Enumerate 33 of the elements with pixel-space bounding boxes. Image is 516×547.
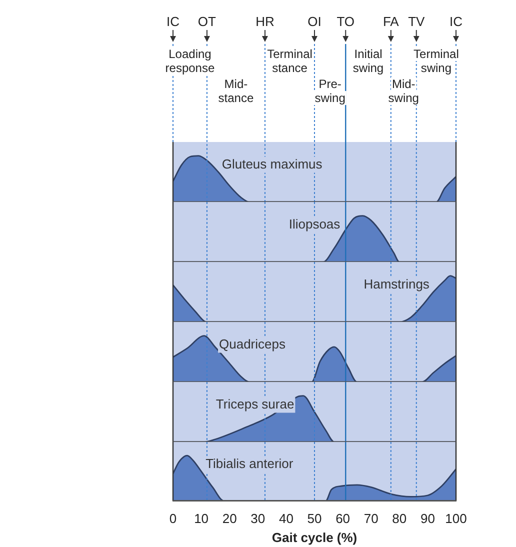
series-label: Tibialis anterior [206, 456, 294, 471]
text: Pre-swing [314, 77, 346, 105]
text: Loading response [165, 47, 215, 75]
ref-line-label: OI [308, 14, 322, 29]
ref-line-label: FA [382, 14, 400, 29]
x-tick-label: 90 [420, 511, 435, 526]
text: Terminal swing [414, 47, 459, 75]
ref-line-label: OT [198, 14, 216, 29]
series-label: Hamstrings [364, 276, 430, 292]
x-tick-label: 0 [169, 511, 177, 526]
x-tick-label: 80 [392, 511, 407, 526]
text: Mid-stance [218, 77, 254, 105]
series-label: Quadriceps [219, 336, 286, 352]
text: Initial swing [352, 47, 384, 75]
series-label: Triceps surae [216, 396, 294, 412]
x-tick-label: 40 [278, 511, 294, 526]
x-tick-label: 30 [250, 511, 266, 526]
x-tick-label: 60 [336, 511, 350, 526]
x-tick-label: 10 [194, 511, 209, 526]
ref-line-label: IC [166, 14, 180, 29]
series-label: Iliopsoas [288, 216, 341, 232]
ref-line-label: IC [450, 14, 462, 29]
x-tick-label: 20 [222, 511, 237, 526]
ref-line-label: TO [336, 14, 355, 29]
x-tick-label: 100 [445, 511, 467, 526]
text: Terminal stance [267, 47, 312, 75]
series-label: Gluteus maximus [222, 156, 323, 172]
text: Mid-swing [388, 77, 419, 105]
ref-line-label: TV [408, 14, 426, 29]
x-axis-title: Gait cycle (%) [272, 530, 358, 545]
ref-line-label: HR [256, 14, 274, 29]
x-tick-label: 70 [364, 511, 378, 526]
x-tick-label: 50 [307, 511, 322, 526]
